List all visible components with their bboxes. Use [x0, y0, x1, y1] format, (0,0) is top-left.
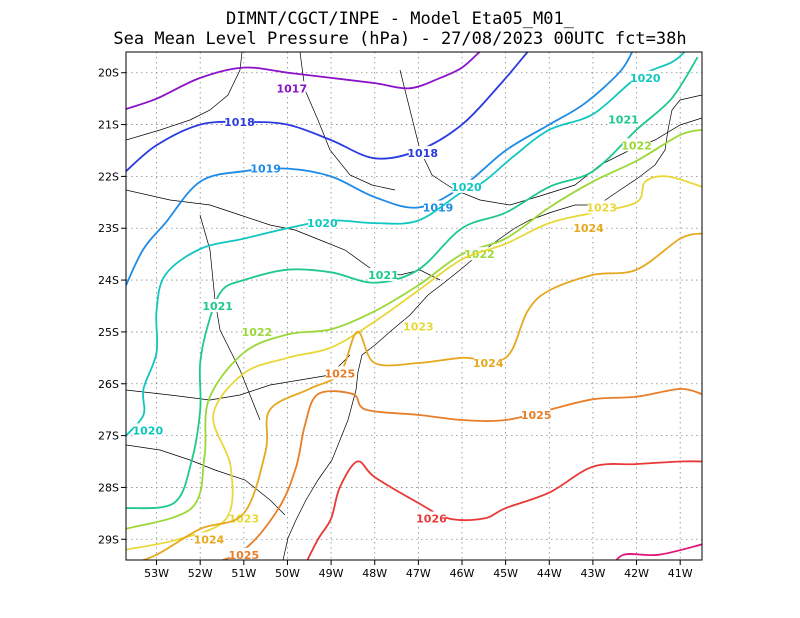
contour-label-bg — [308, 216, 337, 230]
contour-1025 — [220, 387, 702, 560]
contour-label-bg — [242, 324, 271, 338]
state-border-pr-sp — [126, 189, 441, 281]
x-tick-label: 43W — [580, 567, 605, 580]
x-tick-label: 41W — [668, 567, 693, 580]
contour-1021 — [126, 56, 699, 510]
contour-label-1021: 1021 — [608, 113, 639, 126]
y-tick-label: 27S — [98, 430, 119, 443]
state-border-sp-mg — [126, 52, 243, 141]
contour-label-bg — [225, 114, 254, 128]
contour-label-bg — [194, 532, 223, 546]
x-tick-label: 46W — [450, 567, 475, 580]
contour-label-bg — [369, 267, 398, 281]
contour-label-1020: 1020 — [630, 72, 661, 85]
contour-label-1019: 1019 — [250, 163, 281, 176]
contour-1023 — [126, 175, 702, 551]
y-tick-label: 28S — [98, 481, 119, 494]
plot-frame — [125, 51, 703, 561]
contour-1019 — [126, 52, 633, 286]
contour-label-1020: 1020 — [451, 181, 482, 194]
contour-label-bg — [325, 366, 354, 380]
x-tick-label: 52W — [188, 567, 213, 580]
contour-label-bg — [474, 356, 503, 370]
contour-label-bg — [609, 112, 638, 126]
contour-label-1024: 1024 — [573, 222, 604, 235]
state-border-sc-pr — [126, 354, 351, 401]
contour-label-1024: 1024 — [194, 533, 225, 546]
contour-1024 — [140, 232, 702, 560]
contour-1027 — [615, 543, 702, 560]
contour-label-1023: 1023 — [229, 513, 260, 526]
contour-label-bg — [631, 70, 660, 84]
contour-label-bg — [408, 146, 437, 160]
contour-label-1024: 1024 — [473, 357, 504, 370]
contour-label-1022: 1022 — [621, 139, 652, 152]
contour-label-bg — [229, 547, 258, 560]
y-tick-label: 23S — [98, 222, 119, 235]
pressure-contours: 1017 1018 1018 1019 1019 1020 1020 1020 1020 1021… — [126, 52, 702, 562]
contour-label-1025: 1025 — [229, 549, 260, 562]
coastline — [282, 94, 702, 560]
contour-1020 — [126, 52, 686, 437]
contour-label-1023: 1023 — [403, 321, 434, 334]
contour-label-bg — [404, 319, 433, 333]
y-axis-ticks: 20S 21S 22S 23S 24S 25S 26S 27S 28S 29S — [98, 67, 126, 546]
contour-label-1022: 1022 — [464, 248, 495, 261]
contour-label-1025: 1025 — [325, 367, 356, 380]
x-tick-label: 48W — [362, 567, 387, 580]
x-tick-label: 44W — [537, 567, 562, 580]
contour-label-1019: 1019 — [423, 202, 454, 215]
x-tick-label: 42W — [624, 567, 649, 580]
x-tick-label: 49W — [319, 567, 344, 580]
contour-label-bg — [417, 511, 446, 525]
contour-label-1023: 1023 — [586, 202, 617, 215]
contour-1026 — [306, 460, 702, 560]
contour-label-1017: 1017 — [277, 82, 308, 95]
chart-title-line1: DIMNT/CGCT/INPE - Model Eta05_M01_ — [226, 9, 575, 29]
y-tick-label: 21S — [98, 119, 119, 132]
contour-label-bg — [522, 407, 551, 421]
contour-label-bg — [229, 511, 258, 525]
contour-label-1022: 1022 — [242, 326, 273, 339]
y-tick-label: 26S — [98, 378, 119, 391]
contour-label-bg — [587, 200, 616, 214]
contour-label-bg — [277, 81, 306, 95]
x-tick-label: 53W — [144, 567, 169, 580]
contour-label-bg — [133, 423, 162, 437]
state-border-rs-sc — [126, 444, 286, 516]
national-border — [199, 214, 261, 421]
contour-label-1018: 1018 — [224, 116, 255, 129]
contour-label-bg — [622, 138, 651, 152]
contour-label-bg — [452, 179, 481, 193]
y-tick-label: 25S — [98, 326, 119, 339]
contour-label-1021: 1021 — [202, 300, 233, 313]
contour-label-1025: 1025 — [521, 409, 552, 422]
y-tick-label: 20S — [98, 67, 119, 80]
contour-label-bg — [251, 161, 280, 175]
contour-label-bg — [203, 299, 232, 312]
y-tick-label: 29S — [98, 533, 119, 546]
contour-label-1026: 1026 — [416, 513, 447, 526]
x-tick-label: 45W — [493, 567, 518, 580]
x-axis-ticks: 53W 52W 51W 50W 49W 48W 47W 46W 45W 44W 43W 42W 41W — [144, 560, 693, 580]
x-tick-label: 50W — [275, 567, 300, 580]
contour-label-1018: 1018 — [407, 147, 438, 160]
contour-1018 — [126, 52, 529, 172]
contour-label-bg — [574, 221, 603, 235]
y-tick-label: 24S — [98, 274, 119, 287]
x-tick-label: 51W — [231, 567, 256, 580]
chart-title-line2: Sea Mean Level Pressure (hPa) - 27/08/20… — [113, 29, 686, 49]
contour-label-1020: 1020 — [133, 424, 164, 437]
contour-label-1021: 1021 — [368, 269, 399, 282]
contour-1022 — [126, 128, 702, 530]
contour-label-1020: 1020 — [307, 217, 338, 230]
y-tick-label: 22S — [98, 170, 119, 183]
contour-1017 — [126, 52, 481, 110]
x-tick-label: 47W — [406, 567, 431, 580]
